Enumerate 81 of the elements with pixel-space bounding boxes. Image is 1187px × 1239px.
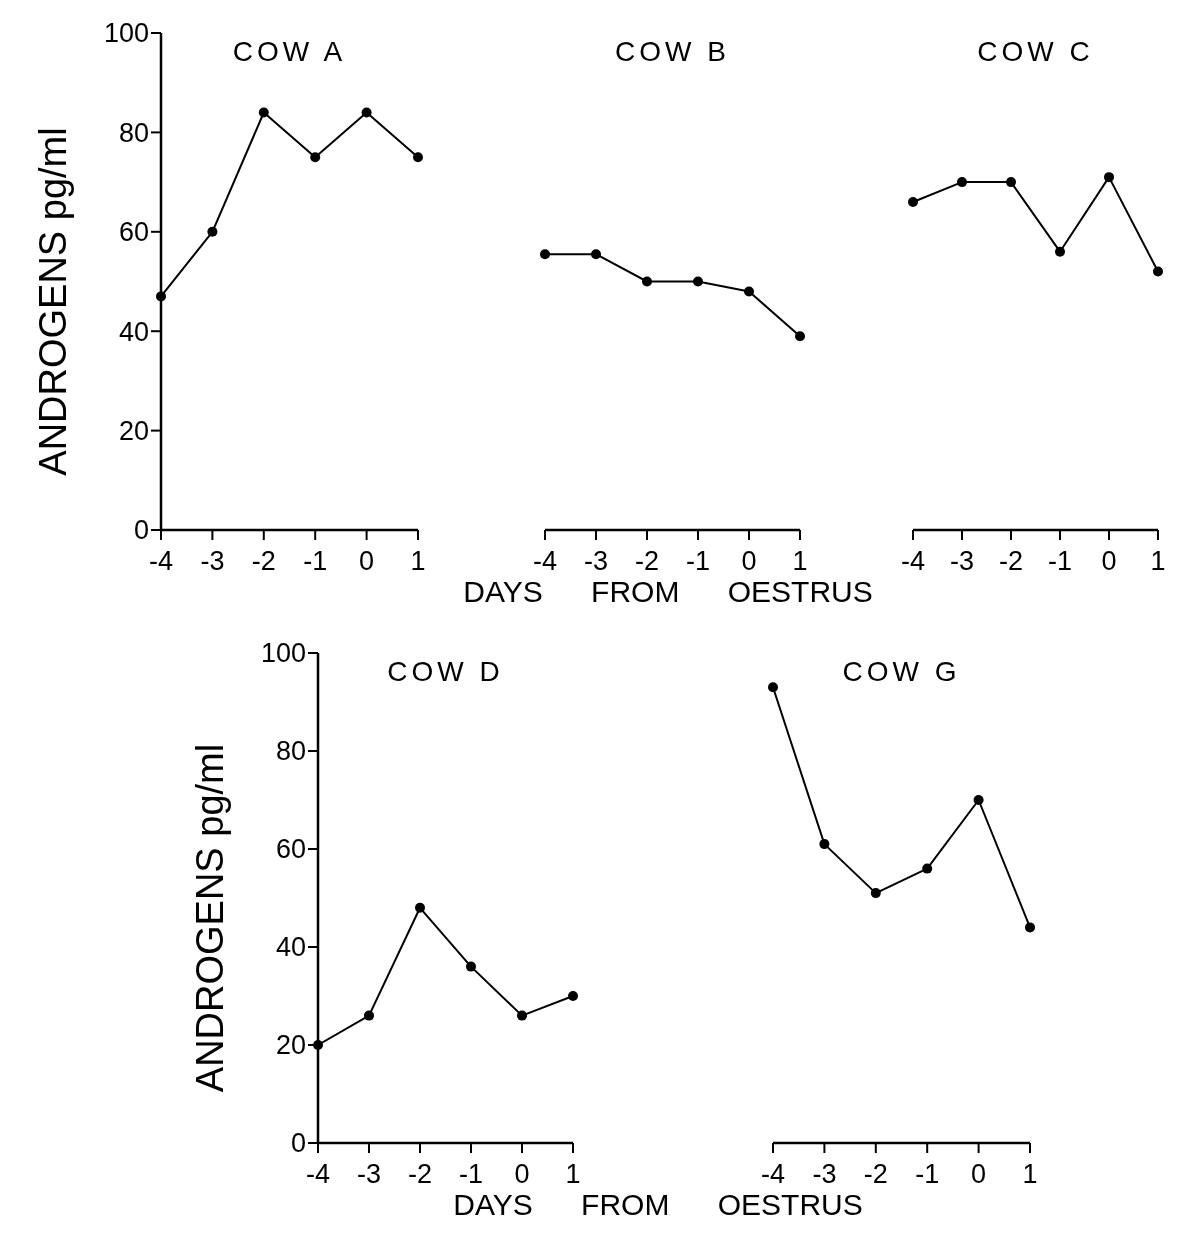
y-tick-label: 100 [103,18,149,49]
point [591,249,601,260]
x-tick-label: 1 [410,546,426,576]
x-tick-label: -2 [863,1159,888,1189]
point [819,839,830,850]
x-tick-label: 0 [741,546,757,576]
x-tick-label: 0 [1101,546,1117,576]
x-tick-label: -4 [900,546,926,576]
point [1055,246,1065,257]
point [517,1010,527,1021]
point [207,226,218,237]
point [258,107,269,118]
x-tick-label: 0 [514,1159,530,1189]
y-tick-label: 40 [275,932,306,963]
point [1153,266,1163,277]
x-tick-label: -3 [949,546,975,576]
point [364,1010,374,1021]
x-tick-label: 1 [1022,1159,1038,1189]
point [795,331,805,342]
y-tick-label: 0 [133,515,149,546]
point [957,177,967,188]
y-tick-label: 80 [275,736,306,767]
x-tick-label: -3 [583,546,609,576]
y-tick-label: 60 [275,834,306,865]
point [693,276,703,287]
point [313,1040,323,1050]
y-tick-label: 100 [260,638,306,669]
point [415,902,425,913]
y-tick-label: 0 [290,1128,306,1159]
point [870,888,881,899]
x-tick-label: -4 [532,546,558,576]
y-axis-title: ANDROGENS pg/ml [32,127,74,476]
x-tick-label: -4 [760,1159,786,1189]
chart-title: COW G [842,656,961,687]
x-tick-label: -2 [407,1159,433,1189]
x-tick-label: 1 [792,546,808,576]
point [568,991,578,1001]
x-tick-label: -1 [458,1159,484,1189]
x-tick-label: 0 [971,1159,987,1189]
y-tick-label: 80 [118,117,149,148]
point [540,249,550,260]
x-tick-label: -3 [356,1159,382,1189]
x-tick-label: 1 [565,1159,581,1189]
x-tick-label: -1 [303,546,328,576]
x-tick-label: -1 [1047,546,1073,576]
point [973,795,984,805]
x-tick-label: -2 [998,546,1024,576]
x-tick-label: -4 [148,546,174,576]
chart-title: COW B [615,36,730,67]
point [642,276,652,287]
x-tick-label: -1 [915,1159,940,1189]
point [922,863,933,874]
x-tick-label: -2 [251,546,276,576]
point [768,682,778,693]
point [361,107,372,118]
point [1104,172,1114,183]
point [1025,922,1035,933]
y-tick-label: 20 [118,416,149,447]
point [744,286,754,297]
point [310,152,321,163]
point [908,196,918,207]
point [413,152,423,163]
point [156,291,166,302]
x-tick-label: -3 [200,546,225,576]
x-tick-label: -2 [634,546,660,576]
chart-title: COW A [232,36,347,67]
x-tick-label: -3 [812,1159,837,1189]
x-tick-label: -4 [305,1159,331,1189]
x-tick-label: 0 [359,546,375,576]
y-tick-label: 20 [275,1030,306,1061]
point [1006,177,1016,188]
x-tick-label: 1 [1150,546,1166,576]
y-axis-title: ANDROGENS pg/ml [189,743,231,1093]
point [466,961,476,972]
x-axis-title: DAYS FROM OESTRUS [453,1188,863,1221]
y-tick-label: 40 [118,316,149,347]
chart-title: COW D [387,656,504,687]
x-axis-title: DAYS FROM OESTRUS [463,575,873,608]
chart-title: COW C [977,36,1094,67]
x-tick-label: -1 [685,546,711,576]
y-tick-label: 60 [118,217,149,248]
